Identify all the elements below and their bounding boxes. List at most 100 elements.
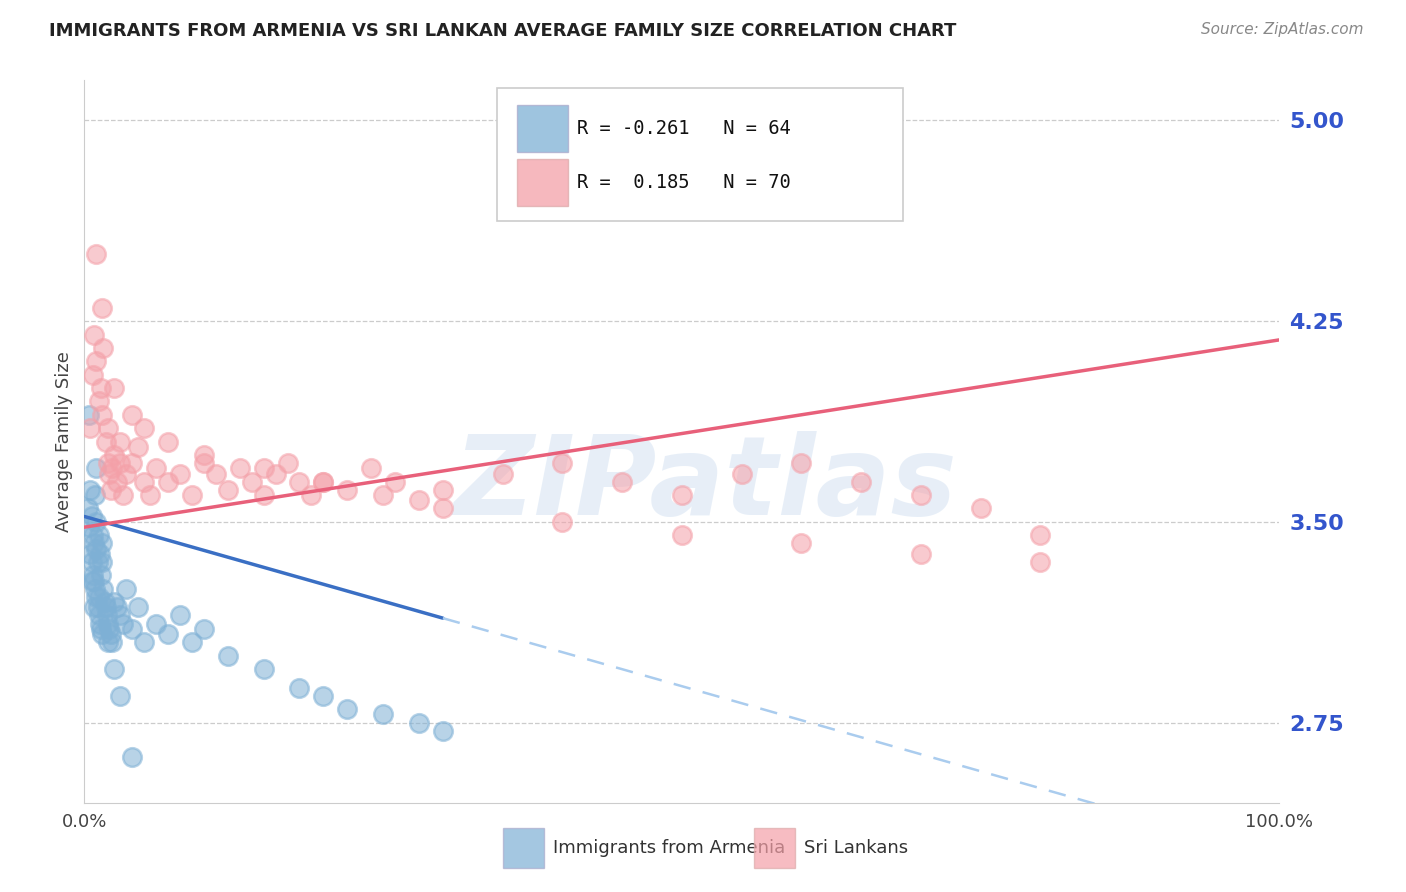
- Point: [97, 456, 120, 470]
- FancyBboxPatch shape: [517, 159, 568, 206]
- Point: [384, 475, 406, 489]
- Point: [90, 622, 112, 636]
- Point: [264, 467, 287, 481]
- Point: [110, 456, 132, 470]
- Point: [1029, 528, 1052, 542]
- Point: [612, 475, 634, 489]
- Point: [253, 488, 276, 502]
- Point: [121, 456, 143, 470]
- Point: [84, 488, 107, 502]
- Point: [100, 483, 122, 497]
- Point: [145, 461, 167, 475]
- Point: [101, 635, 124, 649]
- Point: [115, 467, 138, 481]
- Point: [115, 582, 138, 596]
- Text: IMMIGRANTS FROM ARMENIA VS SRI LANKAN AVERAGE FAMILY SIZE CORRELATION CHART: IMMIGRANTS FROM ARMENIA VS SRI LANKAN AV…: [49, 22, 956, 40]
- Point: [312, 689, 335, 703]
- Point: [87, 528, 110, 542]
- Point: [93, 582, 115, 596]
- Point: [132, 475, 156, 489]
- Point: [111, 616, 134, 631]
- Point: [157, 434, 180, 449]
- Point: [77, 408, 100, 422]
- Text: R =  0.185   N = 70: R = 0.185 N = 70: [576, 173, 790, 192]
- Point: [132, 635, 156, 649]
- Text: Sri Lankans: Sri Lankans: [804, 839, 908, 857]
- Point: [217, 648, 239, 663]
- Point: [851, 475, 873, 489]
- Point: [336, 702, 359, 716]
- Point: [157, 475, 180, 489]
- Text: ZIPatlas: ZIPatlas: [454, 432, 957, 539]
- Point: [77, 520, 100, 534]
- Point: [127, 440, 149, 454]
- Point: [103, 448, 125, 462]
- Point: [373, 488, 395, 502]
- Point: [301, 488, 323, 502]
- Point: [94, 600, 117, 615]
- Point: [79, 547, 101, 561]
- Point: [82, 528, 104, 542]
- Point: [86, 354, 108, 368]
- Point: [790, 536, 813, 550]
- Point: [87, 394, 110, 409]
- Point: [121, 408, 143, 422]
- Point: [83, 536, 105, 550]
- Point: [89, 547, 111, 561]
- Point: [83, 327, 105, 342]
- Point: [790, 456, 813, 470]
- Point: [82, 368, 104, 382]
- Point: [80, 574, 103, 588]
- Point: [1029, 555, 1052, 569]
- Point: [229, 461, 252, 475]
- Point: [105, 475, 128, 489]
- Point: [90, 568, 112, 582]
- Point: [83, 574, 105, 588]
- Point: [101, 461, 124, 475]
- Point: [169, 608, 191, 623]
- FancyBboxPatch shape: [496, 87, 903, 221]
- Point: [253, 461, 276, 475]
- Point: [80, 509, 103, 524]
- Point: [145, 616, 167, 631]
- Point: [89, 616, 111, 631]
- Point: [193, 622, 215, 636]
- Point: [312, 475, 335, 489]
- Point: [82, 568, 104, 582]
- Point: [432, 483, 454, 497]
- Point: [551, 515, 574, 529]
- Point: [121, 622, 143, 636]
- Point: [86, 247, 108, 261]
- Point: [408, 715, 430, 730]
- Point: [103, 595, 125, 609]
- Point: [79, 421, 101, 435]
- Point: [103, 662, 125, 676]
- Point: [93, 341, 115, 355]
- Point: [181, 635, 204, 649]
- Point: [432, 501, 454, 516]
- Point: [169, 467, 191, 481]
- Point: [432, 723, 454, 738]
- Point: [84, 582, 107, 596]
- Point: [910, 547, 932, 561]
- Point: [87, 590, 110, 604]
- Point: [86, 541, 108, 556]
- Text: R = -0.261   N = 64: R = -0.261 N = 64: [576, 119, 790, 138]
- Point: [217, 483, 239, 497]
- Point: [970, 501, 993, 516]
- Point: [132, 421, 156, 435]
- Point: [91, 627, 114, 641]
- Point: [121, 750, 143, 764]
- Point: [360, 461, 382, 475]
- Point: [91, 536, 114, 550]
- Point: [671, 528, 693, 542]
- Point: [90, 381, 112, 395]
- FancyBboxPatch shape: [517, 105, 568, 152]
- Point: [77, 501, 100, 516]
- Point: [408, 493, 430, 508]
- Text: Immigrants from Armenia: Immigrants from Armenia: [553, 839, 785, 857]
- Point: [87, 608, 110, 623]
- Point: [91, 301, 114, 315]
- Point: [240, 475, 263, 489]
- Point: [193, 448, 215, 462]
